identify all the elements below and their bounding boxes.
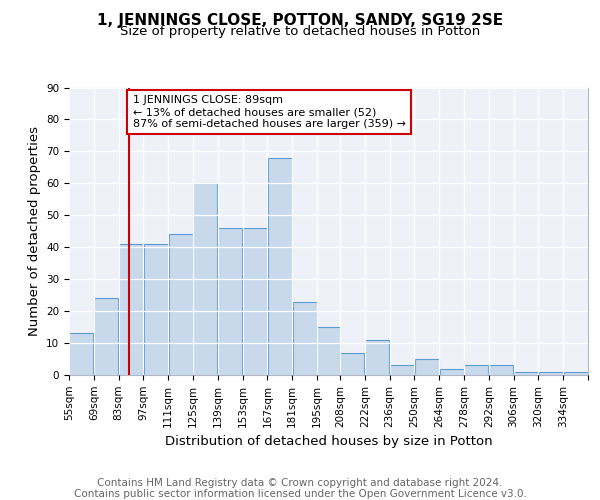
Text: Contains public sector information licensed under the Open Government Licence v3: Contains public sector information licen… xyxy=(74,489,526,499)
Text: Contains HM Land Registry data © Crown copyright and database right 2024.: Contains HM Land Registry data © Crown c… xyxy=(97,478,503,488)
Bar xyxy=(365,340,389,375)
Bar xyxy=(415,359,439,375)
Bar xyxy=(218,228,242,375)
Bar xyxy=(193,184,217,375)
Bar xyxy=(317,327,340,375)
Bar xyxy=(293,302,317,375)
Bar xyxy=(169,234,193,375)
Bar xyxy=(144,244,168,375)
Bar xyxy=(539,372,563,375)
Text: 1, JENNINGS CLOSE, POTTON, SANDY, SG19 2SE: 1, JENNINGS CLOSE, POTTON, SANDY, SG19 2… xyxy=(97,12,503,28)
Bar xyxy=(514,372,538,375)
X-axis label: Distribution of detached houses by size in Potton: Distribution of detached houses by size … xyxy=(164,435,493,448)
Bar xyxy=(440,368,464,375)
Bar xyxy=(340,352,364,375)
Bar xyxy=(119,244,143,375)
Bar xyxy=(243,228,267,375)
Text: Size of property relative to detached houses in Potton: Size of property relative to detached ho… xyxy=(120,25,480,38)
Bar xyxy=(464,366,488,375)
Bar xyxy=(390,366,414,375)
Bar xyxy=(563,372,587,375)
Bar xyxy=(489,366,513,375)
Bar xyxy=(268,158,292,375)
Y-axis label: Number of detached properties: Number of detached properties xyxy=(28,126,41,336)
Text: 1 JENNINGS CLOSE: 89sqm
← 13% of detached houses are smaller (52)
87% of semi-de: 1 JENNINGS CLOSE: 89sqm ← 13% of detache… xyxy=(133,96,406,128)
Bar xyxy=(70,334,94,375)
Bar xyxy=(94,298,118,375)
